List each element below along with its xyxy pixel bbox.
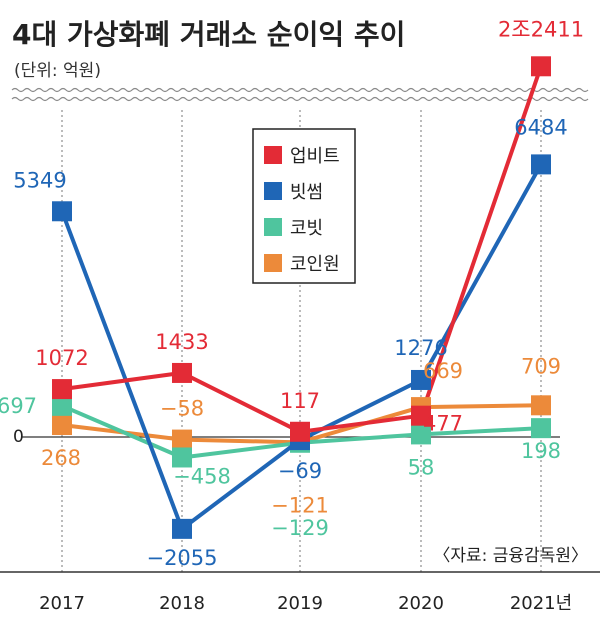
axis-break-wave: [11, 87, 589, 102]
data-point-marker: [411, 424, 431, 445]
data-label: 709: [521, 354, 561, 378]
x-tick-label: 2018: [159, 593, 205, 614]
legend-swatch: [264, 254, 282, 272]
data-point-marker: [172, 518, 192, 539]
data-point-marker: [411, 405, 431, 426]
data-label: −69: [278, 459, 322, 483]
data-label: −2055: [146, 546, 217, 570]
data-label: 1433: [155, 330, 208, 354]
data-label: 117: [280, 389, 320, 413]
data-label: 697: [0, 394, 37, 418]
axis-break-line: [11, 87, 589, 93]
x-tick-label: 2017: [39, 593, 85, 614]
data-point-marker: [531, 395, 551, 416]
data-label: 1276: [394, 336, 447, 360]
x-axis: 2017 2018 2019 2020 2021년: [0, 571, 600, 614]
data-point-marker: [411, 369, 431, 390]
data-point-marker: [531, 154, 551, 175]
data-point-marker: [172, 362, 192, 383]
data-point-marker: [52, 201, 72, 222]
x-tick-label: 2021년: [510, 593, 572, 614]
data-point-marker: [172, 429, 192, 450]
data-label: 198: [521, 439, 561, 463]
data-point-marker: [172, 447, 192, 468]
chart-subtitle: (단위: 억원): [14, 61, 101, 81]
x-tick-label: 2019: [277, 593, 323, 614]
data-point-marker: [52, 379, 72, 400]
data-label: 669: [423, 359, 463, 383]
data-label: 268: [41, 446, 81, 470]
zero-tick-label: 0: [13, 427, 24, 447]
legend-label: 빗썸: [290, 182, 323, 203]
legend-label: 코빗: [290, 218, 323, 239]
data-label: 5349: [13, 168, 66, 192]
legend-swatch: [264, 182, 282, 200]
data-label: −129: [271, 516, 329, 540]
data-point-marker: [52, 415, 72, 436]
data-label: 58: [408, 455, 435, 479]
chart-title: 4대 가상화폐 거래소 순이익 추이: [12, 18, 405, 51]
data-point-marker: [290, 421, 310, 442]
legend-swatch: [264, 146, 282, 164]
legend-swatch: [264, 218, 282, 236]
data-point-marker: [531, 418, 551, 439]
axis-break-line: [11, 96, 589, 102]
data-label: 1072: [35, 346, 88, 370]
data-label: −58: [160, 397, 204, 421]
data-label: 6484: [514, 115, 567, 139]
data-label: 477: [423, 412, 463, 436]
data-label: −121: [271, 493, 329, 517]
source-note: 〈자료: 금융감독원〉: [433, 546, 588, 566]
x-tick-label: 2020: [398, 593, 444, 614]
data-point-marker: [531, 56, 551, 77]
data-label: 2조2411: [498, 17, 584, 41]
legend-label: 업비트: [290, 146, 340, 167]
legend-label: 코인원: [290, 254, 340, 275]
data-label: −458: [173, 464, 231, 488]
data-point-marker: [52, 395, 72, 416]
series-markers: [52, 56, 551, 539]
data-labels: 1072 1433 117 477 2조2411 5349 −2055 −69 1276 6484…: [0, 17, 584, 570]
